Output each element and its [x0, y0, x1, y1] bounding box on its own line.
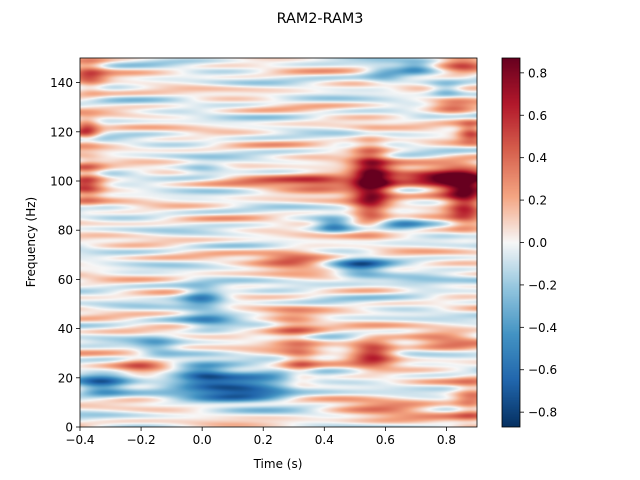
colorbar-tick-label: 0.6 — [528, 109, 547, 123]
heatmap-image — [80, 58, 477, 427]
x-tick-label: −0.2 — [127, 433, 156, 447]
colorbar-tick-label: 0.0 — [528, 236, 547, 250]
y-tick-label: 140 — [50, 76, 73, 90]
colorbar-gradient — [502, 58, 520, 427]
colorbar-tick-label: 0.8 — [528, 66, 547, 80]
y-tick-label: 80 — [58, 224, 73, 238]
y-axis: 0 20 40 60 80 100 120 140 — [50, 76, 80, 435]
x-tick-label: 0.6 — [376, 433, 395, 447]
x-tick-label: 0.0 — [193, 433, 212, 447]
plot-frame — [79, 57, 478, 428]
x-tick-label: −0.4 — [65, 433, 94, 447]
x-axis: −0.4 −0.2 0.0 0.2 0.4 0.6 0.8 — [65, 427, 456, 447]
y-axis-label: Frequency (Hz) — [24, 197, 38, 288]
x-tick-label: 0.2 — [254, 433, 273, 447]
y-tick-label: 120 — [50, 125, 73, 139]
plot-area — [79, 57, 478, 428]
colorbar-tick-label: −0.4 — [528, 321, 557, 335]
colorbar-tick-label: 0.2 — [528, 194, 547, 208]
x-tick-label: 0.8 — [437, 433, 456, 447]
y-tick-label: 20 — [58, 371, 73, 385]
colorbar-tick-label: −0.6 — [528, 363, 557, 377]
x-axis-label: Time (s) — [253, 457, 303, 471]
y-tick-label: 0 — [65, 421, 73, 435]
y-tick-label: 60 — [58, 273, 73, 287]
colorbar-tick-label: −0.8 — [528, 406, 557, 420]
y-tick-label: 40 — [58, 322, 73, 336]
colorbar-tick-label: −0.2 — [528, 278, 557, 292]
x-tick-label: 0.4 — [315, 433, 334, 447]
colorbar-axis: −0.8 −0.6 −0.4 −0.2 0.0 0.2 0.4 0.6 0.8 — [520, 66, 557, 420]
y-tick-label: 100 — [50, 175, 73, 189]
colorbar-tick-label: 0.4 — [528, 151, 547, 165]
chart-title: RAM2-RAM3 — [277, 11, 364, 27]
colorbar: −0.8 −0.6 −0.4 −0.2 0.0 0.2 0.4 0.6 0.8 — [501, 57, 557, 428]
